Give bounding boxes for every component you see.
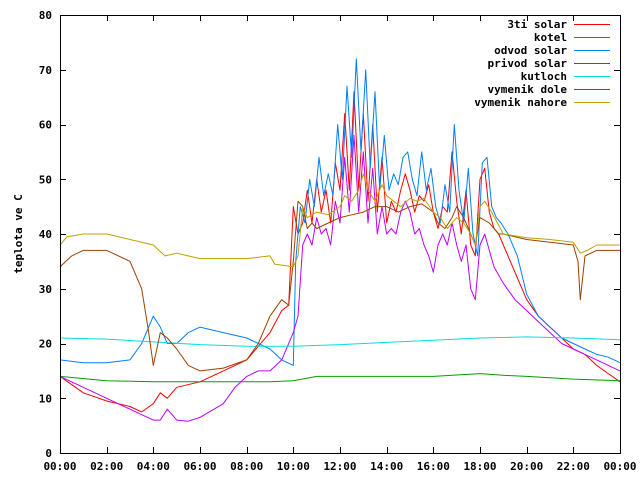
legend-label: vymenik nahore	[474, 96, 567, 109]
x-tick-label: 20:00	[510, 460, 543, 473]
x-tick-label: 18:00	[463, 460, 496, 473]
y-axis-label: teplota ve C	[12, 194, 25, 273]
x-axis: 00:00 02:00 04:00 06:00 08:00 10:00 12:00 14:00…	[43, 15, 637, 473]
legend-label: odvod solar	[494, 44, 567, 57]
series-line-3ti-solar	[59, 91, 621, 413]
y-tick-label: 20	[39, 338, 52, 351]
x-tick-label: 02:00	[90, 460, 123, 473]
legend-label: privod solar	[488, 57, 568, 70]
series-line-kotel	[59, 373, 621, 383]
x-tick-label: 08:00	[230, 460, 263, 473]
y-tick-label: 40	[39, 228, 52, 241]
x-tick-label: 10:00	[277, 460, 310, 473]
series-line-vymenik-dole	[59, 200, 620, 372]
series-line-privod-solar	[59, 134, 621, 422]
legend-label: kutloch	[521, 70, 567, 83]
series-line-vymenik-nahore	[59, 173, 620, 268]
y-axis: 0 10 20 30 40 50 60 70 80	[39, 9, 620, 460]
series-line-odvod-solar	[59, 58, 621, 366]
legend-label: 3ti solar	[507, 18, 567, 31]
legend-label: kotel	[534, 31, 567, 44]
y-tick-label: 0	[45, 447, 52, 460]
y-tick-label: 50	[39, 173, 52, 186]
x-tick-label: 16:00	[417, 460, 450, 473]
y-tick-label: 60	[39, 119, 52, 132]
y-tick-label: 70	[39, 64, 52, 77]
legend-label: vymenik dole	[488, 83, 568, 96]
x-tick-label: 04:00	[137, 460, 170, 473]
y-tick-label: 80	[39, 9, 52, 22]
series-line-kutloch	[59, 336, 621, 347]
x-tick-label: 00:00	[603, 460, 636, 473]
x-tick-label: 22:00	[557, 460, 590, 473]
plot-area	[59, 58, 621, 422]
x-tick-label: 00:00	[43, 460, 76, 473]
x-tick-label: 06:00	[183, 460, 216, 473]
x-tick-label: 12:00	[323, 460, 356, 473]
x-tick-label: 14:00	[370, 460, 403, 473]
plot-frame	[60, 15, 621, 454]
y-tick-label: 10	[39, 392, 52, 405]
y-tick-label: 30	[39, 283, 52, 296]
